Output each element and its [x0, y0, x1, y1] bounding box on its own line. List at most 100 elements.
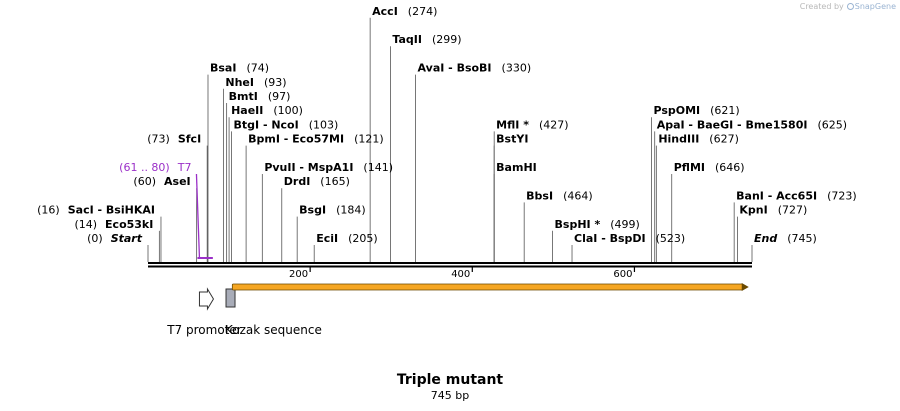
enzyme-position: (73)	[147, 133, 170, 146]
enzyme-name: BsgI	[299, 204, 326, 217]
enzyme-name: BsaI	[210, 62, 236, 75]
enzyme-label: HindIII (627)	[658, 133, 739, 146]
enzyme-label: KpnI (727)	[739, 204, 807, 217]
orf-arrow-head	[741, 283, 749, 291]
enzyme-position: (141)	[363, 161, 393, 174]
enzyme-position: (121)	[354, 133, 384, 146]
enzyme-name: BstYI	[496, 133, 528, 146]
enzyme-name: PspOMI	[653, 104, 700, 117]
enzyme-name: SfcI	[178, 133, 201, 146]
feature-label: T7 promoter	[166, 323, 242, 337]
enzyme-position: (184)	[336, 204, 366, 217]
enzyme-label: BanI - Acc65I (723)	[736, 189, 857, 202]
enzyme-label: BamHI	[496, 161, 537, 174]
enzyme-name: TaqII	[392, 33, 422, 46]
enzyme-name: SacI - BsiHKAI	[68, 204, 155, 217]
enzyme-label: PflMI (646)	[674, 161, 745, 174]
enzyme-label: BstYI	[496, 133, 528, 146]
enzyme-name: DrdI	[284, 175, 311, 188]
enzyme-label: EciI (205)	[316, 232, 378, 245]
enzyme-label: NheI (93)	[225, 76, 286, 89]
enzyme-name: NheI	[225, 76, 254, 89]
enzyme-label: TaqII (299)	[392, 33, 461, 46]
enzyme-position: (299)	[432, 33, 462, 46]
enzyme-position: (723)	[827, 189, 857, 202]
axis-tick-label: 400	[451, 269, 470, 280]
enzyme-position: (60)	[133, 175, 156, 188]
enzyme-position: (14)	[74, 218, 97, 231]
enzyme-name: BbsI	[526, 189, 553, 202]
enzyme-position: (93)	[264, 76, 287, 89]
credit-prefix: Created by	[799, 2, 844, 11]
axis-tick-label: 600	[613, 269, 632, 280]
enzyme-name: HaeII	[231, 104, 263, 117]
enzyme-label: (14) Eco53kI	[74, 218, 153, 231]
enzyme-label: (73) SfcI	[147, 133, 201, 146]
primer-label: (61 .. 80) T7	[119, 161, 191, 174]
enzyme-position: (464)	[563, 189, 593, 202]
enzyme-label: PvuII - MspA1I (141)	[264, 161, 393, 174]
enzyme-position: (100)	[273, 104, 303, 117]
enzyme-position: (523)	[656, 232, 686, 245]
primer-name: T7	[177, 161, 192, 174]
primer-range: (61 .. 80)	[119, 161, 170, 174]
enzyme-label: ApaI - BaeGI - Bme1580I (625)	[657, 118, 847, 131]
backbone: 200 400 600	[148, 257, 752, 280]
enzyme-position: (727)	[778, 204, 808, 217]
enzyme-position: (0)	[87, 232, 103, 245]
enzyme-position: (621)	[710, 104, 740, 117]
enzyme-name: PvuII - MspA1I	[264, 161, 353, 174]
enzyme-position: (205)	[348, 232, 378, 245]
t7-promoter-shape	[198, 287, 215, 311]
enzyme-label: End (745)	[754, 232, 817, 245]
map-length: 745 bp	[430, 389, 470, 402]
enzyme-name: ApaI - BaeGI - Bme1580I	[657, 118, 808, 131]
enzyme-label: BbsI (464)	[526, 189, 593, 202]
enzyme-label: BspHI * (499)	[555, 218, 640, 231]
enzyme-name: AseI	[164, 175, 191, 188]
primer-bar	[197, 257, 213, 259]
credit-brand: SnapGene	[854, 2, 896, 11]
enzyme-labels: (0) Start (14) Eco53kI (16) SacI - BsiHKAI (60…	[37, 5, 857, 245]
enzyme-position: (499)	[610, 218, 640, 231]
enzyme-name: Eco53kI	[105, 218, 153, 231]
enzyme-position: (745)	[787, 232, 817, 245]
enzyme-label: BsaI (74)	[210, 62, 269, 75]
enzyme-name: ClaI - BspDI	[574, 232, 646, 245]
enzyme-position: (274)	[408, 5, 438, 18]
backbone-strand-top	[148, 262, 752, 264]
orf-arrow-body	[231, 283, 744, 291]
backbone-strand-bottom	[148, 265, 752, 268]
enzyme-name: BspHI *	[555, 218, 601, 231]
enzyme-label: BmtI (97)	[229, 90, 291, 103]
enzyme-name: KpnI	[739, 204, 767, 217]
enzyme-label: (16) SacI - BsiHKAI	[37, 204, 155, 217]
snapgene-logo-icon	[846, 3, 854, 10]
kozak-shape	[225, 288, 236, 308]
enzyme-position: (16)	[37, 204, 60, 217]
enzyme-label: BsgI (184)	[299, 204, 366, 217]
enzyme-label: AvaI - BsoBI (330)	[418, 62, 532, 75]
enzyme-name: HindIII	[658, 133, 699, 146]
enzyme-position: (427)	[539, 118, 569, 131]
enzyme-name: BpmI - Eco57MI	[248, 133, 344, 146]
enzyme-position: (627)	[709, 133, 739, 146]
enzyme-position: (625)	[817, 118, 847, 131]
enzyme-position: (74)	[246, 62, 269, 75]
enzyme-label: ClaI - BspDI (523)	[574, 232, 685, 245]
enzyme-name: BtgI - NcoI	[234, 118, 299, 131]
enzyme-name: MflI *	[496, 118, 529, 131]
enzyme-label: MflI * (427)	[496, 118, 568, 131]
enzyme-label: BpmI - Eco57MI (121)	[248, 133, 384, 146]
enzyme-position: (103)	[309, 118, 339, 131]
enzyme-label: BtgI - NcoI (103)	[234, 118, 339, 131]
enzyme-label: (0) Start	[87, 232, 143, 245]
enzyme-name: EciI	[316, 232, 338, 245]
enzyme-label: (60) AseI	[133, 175, 190, 188]
enzyme-name: BanI - Acc65I	[736, 189, 817, 202]
map-title: Triple mutant	[396, 372, 504, 388]
enzyme-name: BmtI	[229, 90, 258, 103]
enzyme-name: Start	[111, 232, 143, 245]
